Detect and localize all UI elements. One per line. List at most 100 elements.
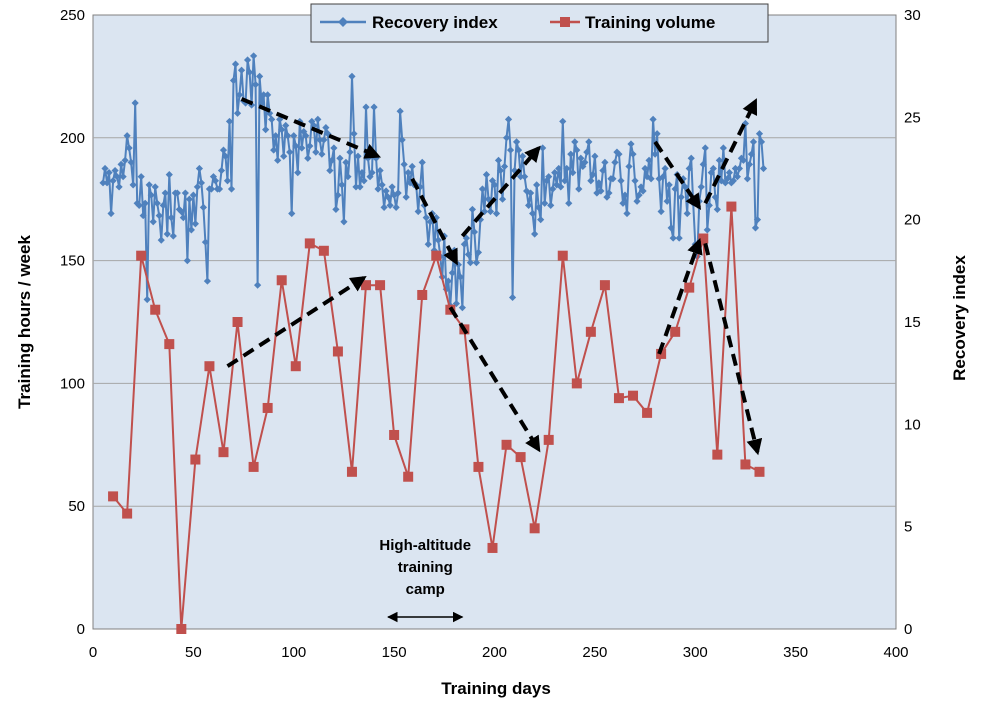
recovery-index-point [484, 195, 493, 203]
recovery-index-point [595, 179, 603, 187]
recovery-index-point [645, 156, 653, 164]
recovery-index-point [496, 166, 505, 175]
recovery-index-point [113, 173, 121, 181]
camp-label-line: camp [406, 581, 445, 598]
recovery-index-point [525, 201, 533, 209]
recovery-index-point [129, 181, 137, 189]
trend-arrow [460, 145, 541, 238]
recovery-index-point [394, 189, 402, 197]
recovery-index-point [388, 183, 396, 191]
recovery-index-point [350, 130, 358, 138]
training-volume-point [613, 393, 624, 404]
trend-arrow [240, 97, 382, 159]
recovery-index-point [627, 140, 635, 148]
y-right-tick-label: 10 [904, 416, 921, 433]
x-tick-label: 0 [89, 644, 97, 661]
recovery-index-point [340, 218, 348, 226]
recovery-index-point [553, 181, 561, 189]
recovery-index-point [482, 171, 491, 179]
recovery-index-point [723, 175, 731, 183]
recovery-index-point [669, 234, 677, 242]
recovery-index-point [739, 156, 748, 164]
recovery-index-point [366, 173, 374, 181]
recovery-index-point [290, 132, 298, 140]
recovery-index-point [589, 171, 597, 179]
recovery-index-point [374, 185, 382, 193]
recovery-index-point [384, 193, 392, 201]
training-volume-point [304, 238, 315, 249]
recovery-index-point [103, 179, 111, 187]
recovery-index-point [500, 162, 509, 171]
recovery-index-point [448, 269, 456, 277]
recovery-index-point [514, 146, 523, 154]
recovery-index-point [346, 148, 354, 156]
recovery-index-point [99, 179, 107, 187]
recovery-index-point [573, 146, 581, 154]
recovery-index-point [651, 150, 659, 158]
recovery-index-point [725, 168, 733, 177]
y-right-tick-labels: 0 5 10 15 20 25 30 [904, 7, 921, 638]
recovery-index-point [633, 197, 641, 205]
recovery-index-point [163, 230, 171, 238]
recovery-index-point [508, 293, 517, 302]
recovery-index-point [599, 166, 607, 175]
recovery-index-point [611, 158, 619, 166]
recovery-index-point [382, 187, 390, 195]
recovery-index-point [298, 144, 306, 152]
training-volume-point [403, 471, 414, 482]
recovery-index-point [225, 117, 234, 126]
recovery-index-point [252, 80, 260, 89]
training-volume-point [754, 466, 765, 477]
recovery-index-point [221, 152, 230, 160]
training-volume-point [712, 449, 723, 460]
recovery-index-point [504, 115, 513, 123]
recovery-index-point [434, 236, 442, 244]
recovery-index-point [139, 211, 147, 220]
recovery-index-point [719, 144, 727, 152]
recovery-index-point [264, 91, 272, 99]
recovery-index-point [432, 214, 440, 222]
x-tick-label: 250 [582, 644, 607, 661]
recovery-index-point [268, 115, 276, 123]
recovery-index-point [107, 209, 115, 218]
recovery-index-point [332, 205, 340, 214]
recovery-index-point [141, 199, 149, 207]
recovery-index-point [757, 138, 766, 146]
recovery-index-point [655, 175, 663, 183]
recovery-index-point [533, 181, 541, 189]
recovery-index-point [342, 158, 350, 166]
recovery-index-point [701, 144, 709, 152]
recovery-index-point [653, 130, 661, 138]
recovery-index-point [348, 72, 356, 80]
y-right-tick-label: 5 [904, 519, 912, 536]
gridlines [93, 137, 896, 507]
recovery-index-point [563, 164, 571, 173]
recovery-index-point [737, 154, 746, 162]
recovery-index-point [490, 181, 499, 189]
camp-label-line: High-altitude [379, 537, 471, 554]
training-volume-point [698, 233, 709, 244]
recovery-index-point [404, 168, 412, 177]
recovery-index-point [464, 250, 473, 259]
recovery-index-point [161, 189, 169, 197]
recovery-index-point [322, 123, 330, 132]
recovery-index-point [199, 203, 208, 211]
recovery-index-point [304, 154, 312, 162]
recovery-index-point [683, 209, 691, 218]
x-tick-label: 150 [382, 644, 407, 661]
recovery-index-point [318, 150, 326, 158]
recovery-index-point [151, 183, 159, 191]
recovery-index-point [492, 209, 501, 218]
recovery-index-point [715, 156, 723, 164]
recovery-index-point [747, 150, 756, 158]
training-volume-point [136, 250, 147, 261]
training-volume-point [543, 434, 554, 445]
y-right-tick-label: 30 [904, 7, 921, 24]
recovery-index-point [177, 207, 185, 216]
recovery-index-point [557, 183, 565, 191]
recovery-index-point [111, 166, 119, 175]
recovery-index-point [245, 68, 254, 76]
recovery-index-point [344, 173, 352, 181]
recovery-index-point [408, 162, 416, 171]
